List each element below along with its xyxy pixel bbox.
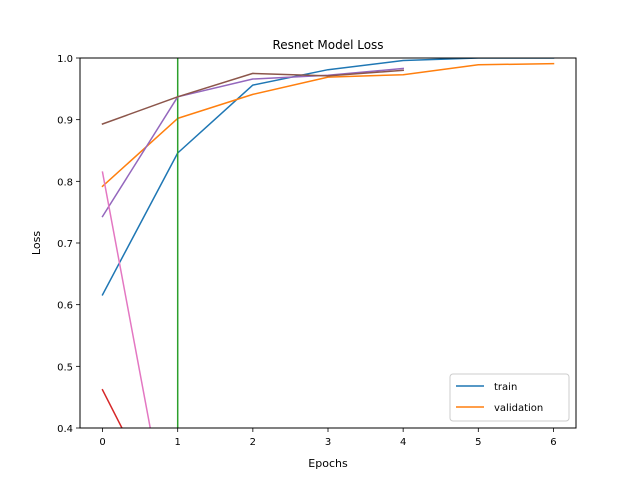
y-tick-label: 0.9 (57, 116, 73, 127)
series-line-unnamed-4 (101, 67, 405, 218)
y-axis-title: Loss (30, 231, 43, 255)
legend: train validation (449, 373, 570, 422)
y-axis: 0.4 0.5 0.6 0.7 0.8 0.9 1.0 (57, 54, 80, 435)
x-axis: 0 1 2 3 4 5 6 (99, 428, 557, 448)
x-tick-label: 5 (475, 437, 481, 448)
y-tick-label: 0.8 (57, 177, 73, 188)
plot-series (101, 58, 555, 428)
y-tick-label: 1.0 (57, 54, 73, 65)
x-tick-label: 1 (175, 437, 181, 448)
x-tick-label: 3 (325, 437, 331, 448)
legend-train-label: train (494, 382, 517, 393)
plot-frame (79, 57, 577, 429)
y-tick-label: 0.5 (57, 362, 73, 373)
y-tick-label: 0.4 (57, 424, 73, 435)
x-tick-label: 0 (99, 437, 105, 448)
x-tick-label: 2 (250, 437, 256, 448)
x-axis-title: Epochs (308, 457, 348, 470)
x-tick-label: 4 (400, 437, 406, 448)
chart-title: Resnet Model Loss (272, 38, 383, 52)
series-line-train (101, 58, 555, 296)
legend-validation-label: validation (494, 403, 543, 414)
series-line-unnamed-5 (101, 69, 405, 125)
series-line-unnamed-3 (101, 388, 123, 428)
y-tick-label: 0.7 (57, 239, 73, 250)
x-tick-label: 6 (550, 437, 556, 448)
series-line-unnamed-6 (101, 171, 152, 428)
y-tick-label: 0.6 (57, 301, 73, 312)
